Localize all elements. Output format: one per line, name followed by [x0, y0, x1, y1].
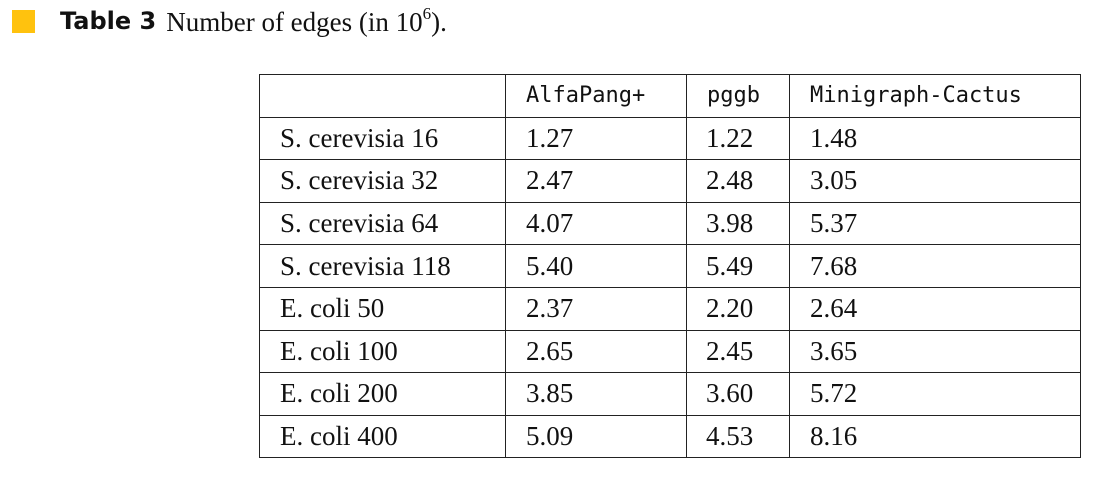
cell-minigraph-cactus: 7.68 [789, 244, 1081, 288]
table-header-row: AlfaPang+ pggb Minigraph-Cactus [259, 74, 1081, 118]
cell-minigraph-cactus: 5.72 [789, 372, 1081, 416]
cell-minigraph-cactus: 5.37 [789, 201, 1081, 246]
cell-pggb: 2.45 [686, 329, 790, 374]
cell-pggb: 4.53 [686, 414, 790, 459]
cell-alfapang: 4.07 [505, 201, 687, 246]
row-label: E. coli 50 [259, 286, 506, 331]
cell-alfapang: 3.85 [505, 372, 687, 416]
cell-pggb: 2.20 [686, 286, 790, 331]
caption-main-text: Number of edges (in 10 [166, 7, 423, 37]
row-label: S. cerevisia 16 [259, 116, 506, 161]
cell-alfapang: 5.40 [505, 244, 687, 288]
table-row: S. cerevisia 64 4.07 3.98 5.37 [259, 201, 1081, 246]
row-label: S. cerevisia 118 [259, 244, 506, 288]
table-label: Table 3 [60, 7, 157, 35]
caption-text: Number of edges (in 106). [166, 4, 447, 38]
cell-pggb: 3.98 [686, 201, 790, 246]
header-minigraph-cactus: Minigraph-Cactus [789, 74, 1081, 118]
cell-alfapang: 2.47 [505, 159, 687, 203]
cell-minigraph-cactus: 3.05 [789, 159, 1081, 203]
caption-exponent: 6 [422, 4, 432, 23]
row-label: S. cerevisia 32 [259, 159, 506, 203]
table-row: S. cerevisia 118 5.40 5.49 7.68 [259, 244, 1081, 288]
edges-table: AlfaPang+ pggb Minigraph-Cactus S. cerev… [259, 74, 1081, 459]
table-row: E. coli 50 2.37 2.20 2.64 [259, 286, 1081, 331]
table-row: S. cerevisia 32 2.47 2.48 3.05 [259, 159, 1081, 203]
cell-alfapang: 2.65 [505, 329, 687, 374]
table-body: S. cerevisia 16 1.27 1.22 1.48 S. cerevisia … [259, 116, 1081, 459]
cell-alfapang: 2.37 [505, 286, 687, 331]
table-caption: Table 3 Number of edges (in 106). [12, 4, 447, 38]
row-label: E. coli 400 [259, 414, 506, 459]
cell-pggb: 5.49 [686, 244, 790, 288]
caption-marker [12, 9, 35, 33]
table-row: E. coli 400 5.09 4.53 8.16 [259, 414, 1081, 459]
row-label: S. cerevisia 64 [259, 201, 506, 246]
cell-pggb: 1.22 [686, 116, 790, 161]
cell-alfapang: 1.27 [505, 116, 687, 161]
cell-minigraph-cactus: 8.16 [789, 414, 1081, 459]
cell-alfapang: 5.09 [505, 414, 687, 459]
header-empty-cell [259, 74, 506, 118]
cell-minigraph-cactus: 3.65 [789, 329, 1081, 374]
cell-pggb: 2.48 [686, 159, 790, 203]
caption-suffix: ). [431, 7, 447, 37]
header-alfapang: AlfaPang+ [505, 74, 687, 118]
table-row: E. coli 100 2.65 2.45 3.65 [259, 329, 1081, 374]
cell-minigraph-cactus: 2.64 [789, 286, 1081, 331]
row-label: E. coli 100 [259, 329, 506, 374]
table-row: E. coli 200 3.85 3.60 5.72 [259, 372, 1081, 416]
table-row: S. cerevisia 16 1.27 1.22 1.48 [259, 116, 1081, 161]
cell-minigraph-cactus: 1.48 [789, 116, 1081, 161]
row-label: E. coli 200 [259, 372, 506, 416]
header-pggb: pggb [686, 74, 790, 118]
cell-pggb: 3.60 [686, 372, 790, 416]
